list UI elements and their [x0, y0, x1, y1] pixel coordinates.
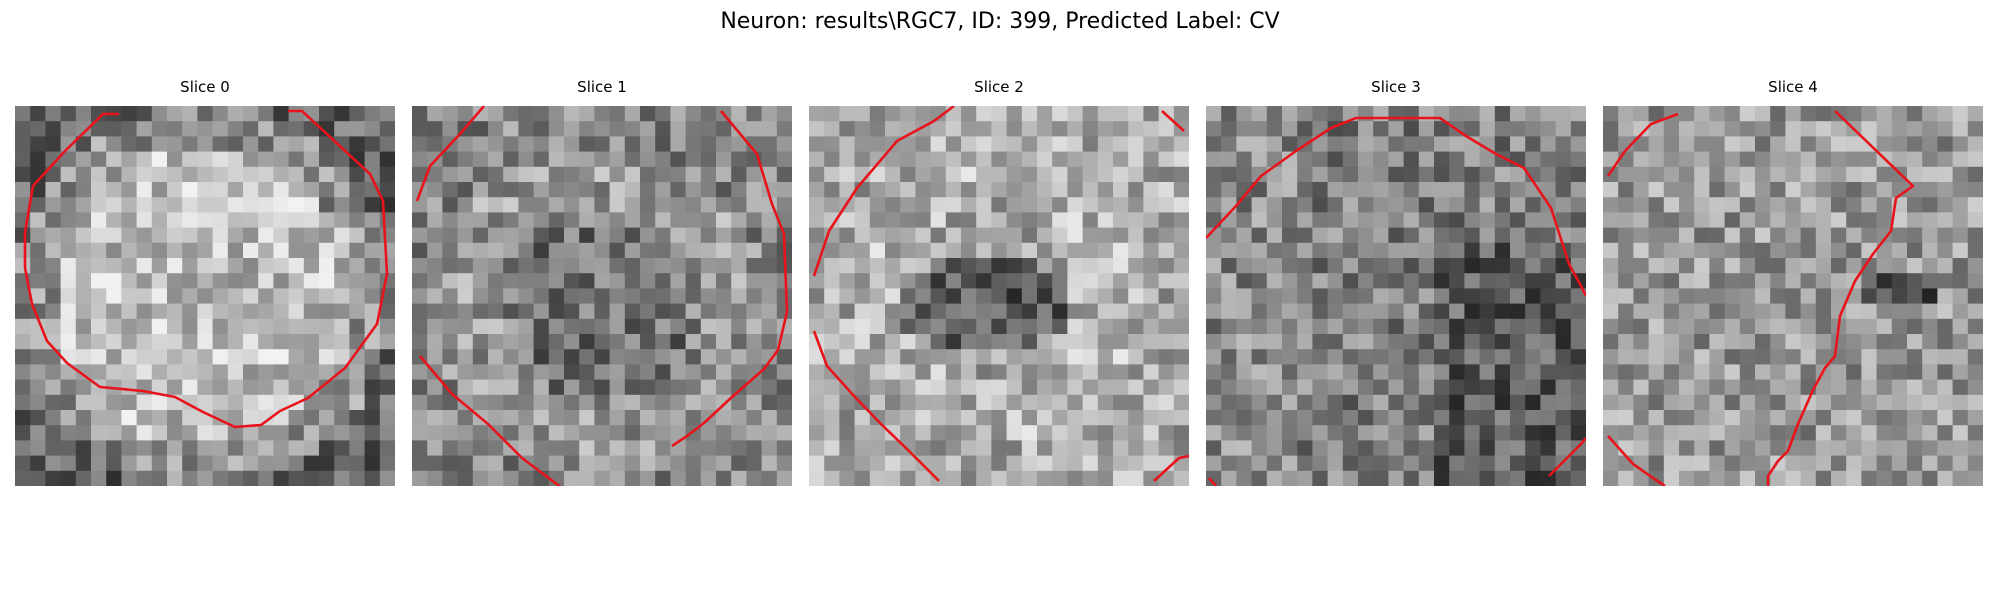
- slice-image-2: [809, 106, 1189, 486]
- contour-line-0: [1606, 112, 1679, 177]
- pixel-grid: [1206, 106, 1586, 486]
- contour-line-2: [812, 330, 940, 482]
- contour-line-1: [1161, 110, 1185, 132]
- contour-line-2: [419, 355, 562, 486]
- slice-title-4: Slice 4: [1768, 78, 1818, 96]
- contour-line-0: [812, 106, 955, 277]
- slice-image-3: [1206, 106, 1586, 486]
- slice-title-0: Slice 0: [180, 78, 230, 96]
- slice-image-1: [412, 106, 792, 486]
- contour-line-0: [1206, 116, 1586, 297]
- contour-line-1: [671, 110, 789, 448]
- slice-image-4: [1603, 106, 1983, 486]
- slice-image-0: [15, 106, 395, 486]
- slice-title-2: Slice 2: [974, 78, 1024, 96]
- contour-line-1: [1208, 477, 1217, 486]
- contour-line-2: [1607, 435, 1666, 486]
- contour-line-0: [32, 112, 119, 187]
- contour-line-2: [1548, 437, 1586, 477]
- slice-panel-2: Slice 2: [809, 78, 1189, 486]
- pixel-grid: [412, 106, 792, 486]
- figure-title: Neuron: results\RGC7, ID: 399, Predicted…: [720, 9, 1280, 34]
- pixel-grid: [15, 106, 395, 486]
- slice-title-1: Slice 1: [577, 78, 627, 96]
- contour-line-1: [23, 109, 389, 429]
- pixel-grid: [1603, 106, 1983, 486]
- slice-panel-1: Slice 1: [412, 78, 792, 486]
- slice-panel-3: Slice 3: [1206, 78, 1586, 486]
- slice-panel-0: Slice 0: [15, 78, 395, 486]
- slice-title-3: Slice 3: [1371, 78, 1421, 96]
- contour-line-0: [415, 106, 485, 202]
- contour-line-1: [1766, 110, 1915, 486]
- contour-line-3: [1153, 454, 1189, 482]
- slice-panel-4: Slice 4: [1603, 78, 1983, 486]
- pixel-grid: [809, 106, 1189, 486]
